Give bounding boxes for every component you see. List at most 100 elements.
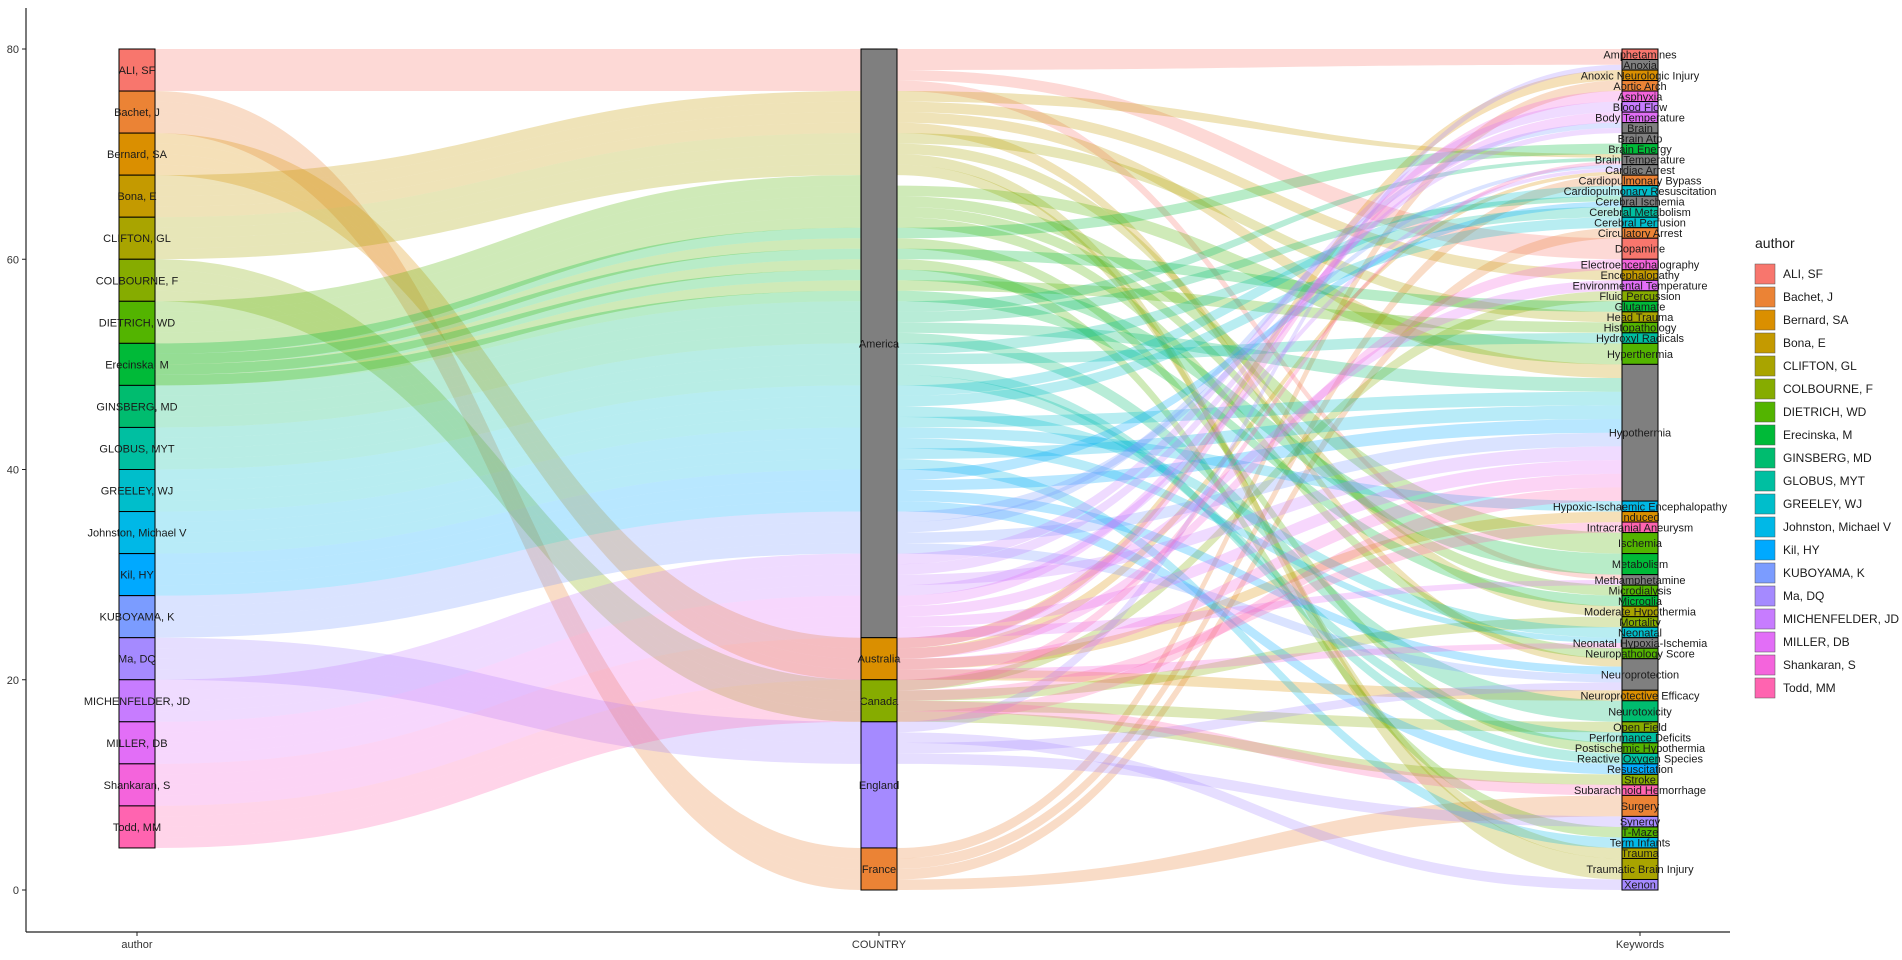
stratum-keyword-cerebral-ischemia-label: Cerebral Ischemia [1595,196,1685,208]
legend-swatch-michenfelder-jd [1754,608,1776,630]
legend-swatch-clifton-gl [1754,355,1776,377]
flow-country-keyword [897,473,1622,670]
stratum-keyword-ischemia-label: Ischemia [1618,538,1663,550]
stratum-keyword-neuroprotection [1621,658,1659,691]
flow-author-country [155,658,861,796]
stratum-keyword-cerebral-metabolism-label: Cerebral Metabolism [1589,207,1690,219]
stratum-keyword-neonatal-hypoxia-ischemia-label: Neonatal Hypoxia-Ischemia [1573,638,1708,650]
stratum-keyword-anoxia-label: Anoxia [1623,60,1658,72]
stratum-author-clifton-gl-label: CLIFTON, GL [103,233,171,245]
legend-swatch-ma-dq [1754,585,1776,607]
x-tick-label: author [121,939,153,951]
flow-author-country [155,301,861,396]
flow-author-country [155,248,861,365]
flow-author-country [155,259,861,375]
flow-author-country [155,627,861,764]
legend-label-ginsberg-md: GINSBERG, MD [1783,451,1872,465]
stratum-author-miller-db-label: MILLER, DB [106,738,167,750]
flow-author-country [155,364,861,459]
flow-author-country [155,280,861,712]
stratum-keyword-circulatory-arrest-label: Circulatory Arrest [1598,228,1682,240]
legend-label-dietrich-wd: DIETRICH, WD [1783,405,1867,419]
flow-author-country [155,437,861,533]
stratum-author-johnston-michael-v [118,511,156,555]
stratum-keyword-neuroprotection-label: Neuroprotection [1601,669,1679,681]
flow-country-keyword [897,80,1622,859]
flow-author-country [155,469,861,565]
flow-author-country [155,543,861,638]
stratum-author-kuboyama-k-label: KUBOYAMA, K [100,612,176,624]
flow-country-keyword [897,458,1622,848]
legend-swatch-erecinska-m [1754,424,1776,446]
stratum-keyword-open-field-label: Open Field [1613,722,1667,734]
flow-author-country [155,658,861,754]
stratum-keyword-hydroxyl-radicals-label: Hydroxyl Radicals [1596,333,1685,345]
flow-country-keyword [897,405,1622,459]
legend-label-johnston-michael-v: Johnston, Michael V [1783,520,1891,534]
flow-author-country [155,133,861,649]
legend-label-clifton-gl: CLIFTON, GL [1783,359,1857,373]
flow-author-country [155,269,861,701]
stratum-author-ali-sf-label: ALI, SF [119,65,156,77]
stratum-keyword-traumatic-brain-injury-label: Traumatic Brain Injury [1586,864,1694,876]
flow-country-keyword [897,127,1622,575]
flow-country-keyword [897,206,1622,596]
flow-country-keyword [897,332,1622,722]
y-tick-label: 20 [7,675,19,687]
stratum-keyword-intracranial-aneurysm-label: Intracranial Aneurysm [1587,522,1693,534]
stratum-author-todd-mm-label: Todd, MM [113,822,161,834]
flow-author-country [155,395,861,491]
flow-author-country [155,679,861,817]
axes-layer: 0 20 40 60 80 author COUNTRY Keywords [7,8,1730,951]
flow-country-keyword [897,711,1622,785]
flow-author-country [155,196,861,333]
stratum-author-dietrich-wd-label: DIETRICH, WD [99,317,175,329]
flow-author-country [155,511,861,607]
legend-swatch-bachet-j [1754,286,1776,308]
flow-author-country [155,164,861,260]
legend-swatch-colbourne-f [1754,378,1776,400]
stratum-keyword-brain-atp-label: Brain Atp [1618,133,1663,145]
legend-swatch-ginsberg-md [1754,447,1776,469]
flow-author-country [155,480,861,575]
flow-country-keyword [897,238,1622,754]
flows-layer [155,49,1622,890]
flow-country-keyword [897,122,1622,533]
legend-swatch-kuboyama-k [1754,562,1776,584]
stratum-keyword-hypoxic-ischaemic-encephalopathy-label: Hypoxic-Ischaemic Encephalopathy [1553,501,1728,513]
stratum-author-bona-e [118,174,156,218]
stratum-keyword-amphetamines-label: Amphetamines [1603,49,1677,61]
stratum-keyword-dopamine-label: Dopamine [1615,244,1665,256]
stratum-keyword-hyperthermia-label: Hyperthermia [1607,349,1674,361]
legend-label-kil-hy: Kil, HY [1783,543,1820,557]
stratum-keyword-cardiopulmonary-resuscitation-label: Cardiopulmonary Resuscitation [1564,186,1717,198]
flow-country-keyword [897,364,1622,764]
flow-author-country [155,332,861,428]
legend-swatch-dietrich-wd [1754,401,1776,423]
flow-country-keyword [897,406,1622,638]
flow-author-country [155,49,861,60]
stratum-author-ali-sf [118,48,156,92]
stratum-keyword-blood-flow-label: Blood Flow [1613,102,1667,114]
flow-author-country [155,458,861,554]
flow-author-country [155,206,861,344]
legend-swatch-globus-myt [1754,470,1776,492]
flow-country-keyword [897,168,1622,596]
stratum-keyword-neuropathology-score-label: Neuropathology Score [1585,648,1694,660]
stratum-keyword-hypothermia [1621,363,1659,502]
stratum-country-america [860,48,898,639]
flow-author-country [155,143,861,659]
stratum-keyword-brain-energy-label: Brain Energy [1608,144,1672,156]
stratum-country-france [860,847,898,891]
flow-country-keyword [897,280,1622,617]
stratum-keyword-cardiopulmonary-bypass-label: Cardiopulmonary Bypass [1579,175,1702,187]
flow-author-country [155,59,861,71]
flow-author-country [155,406,861,502]
stratum-author-bona-e-label: Bona, E [117,191,156,203]
flow-author-country [155,522,861,617]
stratum-author-ma-dq-label: Ma, DQ [118,654,156,666]
stratum-author-johnston-michael-v-label: Johnston, Michael V [87,528,187,540]
flow-country-keyword [897,154,1622,880]
legend-label-greeley-wj: GREELEY, WJ [1783,497,1862,511]
legend-label-bachet-j: Bachet, J [1783,290,1833,304]
